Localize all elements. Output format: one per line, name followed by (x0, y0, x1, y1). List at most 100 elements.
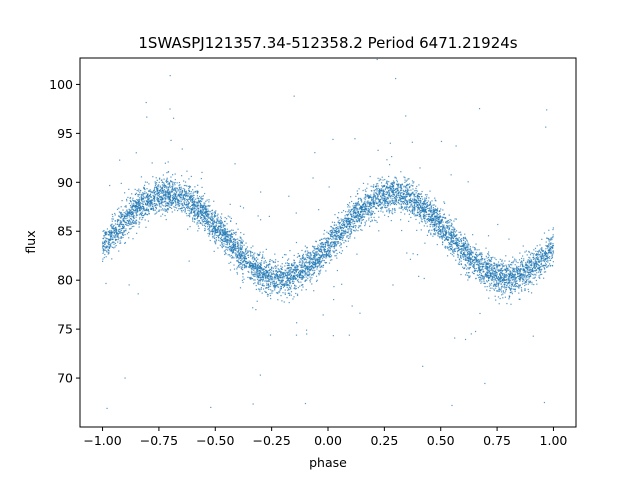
data-point (455, 234, 458, 236)
data-point (173, 200, 175, 202)
data-point (328, 253, 330, 256)
data-point (355, 229, 357, 231)
data-point (249, 266, 251, 268)
data-point (498, 264, 501, 266)
data-point (503, 274, 505, 276)
data-point (112, 215, 114, 218)
data-point (463, 243, 465, 246)
data-point (224, 250, 226, 252)
data-point (400, 200, 403, 202)
data-point (295, 285, 297, 287)
data-point (345, 240, 347, 242)
data-point (290, 271, 293, 273)
data-point (448, 233, 450, 235)
data-point (196, 223, 198, 225)
data-point (433, 210, 435, 213)
data-point (202, 224, 204, 226)
data-point (493, 272, 495, 274)
data-point (123, 212, 125, 214)
data-point (236, 253, 238, 256)
data-point (335, 249, 338, 251)
data-point (493, 289, 496, 291)
data-point (442, 216, 444, 218)
data-point (323, 259, 325, 262)
data-point (547, 246, 549, 248)
data-point (321, 254, 323, 256)
data-point (110, 244, 112, 246)
data-point (422, 210, 425, 212)
data-point (130, 214, 132, 216)
data-point (389, 185, 391, 187)
data-point (310, 269, 312, 271)
data-point (424, 242, 426, 244)
data-point (381, 176, 383, 178)
data-point (361, 201, 363, 203)
data-point (160, 202, 162, 204)
data-point (185, 192, 187, 194)
data-point (522, 280, 524, 283)
data-point (379, 191, 381, 193)
data-point (124, 192, 126, 194)
data-point (522, 274, 524, 277)
data-point (292, 270, 294, 273)
data-point (301, 289, 303, 291)
data-point (268, 273, 270, 275)
data-point (468, 264, 470, 266)
data-point (284, 293, 286, 296)
data-point (356, 209, 358, 211)
data-point (131, 206, 133, 208)
data-point (253, 273, 255, 275)
data-point (236, 273, 239, 275)
data-point (210, 230, 213, 233)
data-point (473, 265, 475, 267)
data-point (254, 262, 256, 264)
data-point (332, 227, 334, 229)
data-point (460, 241, 462, 243)
data-point (280, 283, 283, 285)
data-point (139, 203, 141, 205)
data-point (450, 240, 452, 242)
data-point (416, 212, 419, 214)
data-point (482, 263, 484, 265)
data-point (508, 298, 510, 300)
data-point (312, 258, 314, 260)
data-point (423, 215, 425, 217)
data-point (487, 256, 490, 259)
data-point (443, 216, 445, 219)
data-point (334, 243, 336, 245)
data-point (400, 185, 402, 187)
data-point (320, 246, 322, 248)
data-point (489, 274, 492, 276)
data-point (387, 186, 389, 188)
data-point (345, 211, 347, 213)
data-point (479, 280, 481, 282)
data-point (141, 194, 143, 197)
data-point (172, 198, 174, 201)
data-point (145, 192, 148, 194)
data-point (163, 205, 165, 207)
data-point (496, 274, 498, 276)
data-point (269, 295, 272, 297)
data-point (524, 272, 527, 274)
data-point (120, 229, 123, 232)
data-point (551, 254, 553, 256)
data-point (496, 264, 498, 266)
data-point (313, 255, 316, 257)
data-point (262, 285, 264, 287)
data-point (240, 254, 242, 257)
data-point (300, 281, 302, 283)
data-point (416, 209, 419, 211)
data-point (448, 237, 450, 239)
data-point (507, 273, 509, 275)
data-point (342, 239, 344, 241)
data-point (547, 257, 549, 259)
data-point (145, 200, 147, 202)
data-point (517, 270, 519, 273)
data-point (125, 221, 127, 224)
data-point (203, 224, 206, 226)
data-point (533, 262, 535, 264)
data-point (315, 259, 317, 261)
data-point (220, 223, 222, 225)
data-point (211, 219, 214, 222)
data-point (373, 203, 375, 206)
